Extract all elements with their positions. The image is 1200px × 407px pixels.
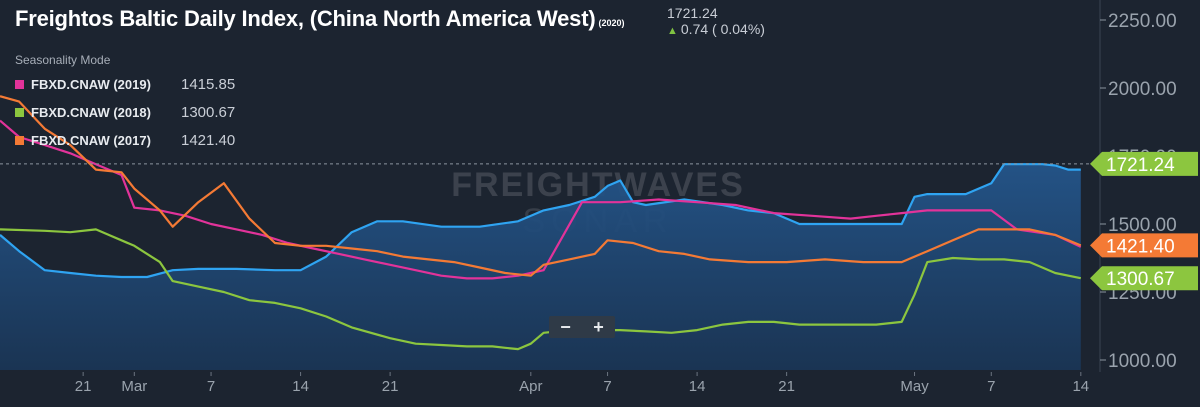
x-tick-label: Mar: [121, 378, 147, 395]
legend: FBXD.CNAW (2019) 1415.85 FBXD.CNAW (2018…: [15, 70, 235, 154]
legend-name: FBXD.CNAW (2018): [31, 104, 151, 120]
x-tick-label: May: [900, 378, 929, 395]
end-value-tag: [1090, 266, 1198, 291]
current-value: 1721.24: [667, 5, 718, 21]
y-tick-label: 2250.00: [1108, 11, 1177, 32]
x-tick-label: 21: [382, 378, 399, 395]
end-value-label: 1421.40: [1106, 236, 1175, 257]
zoom-out-button[interactable]: −: [560, 317, 571, 337]
end-value-label: 1721.24: [1106, 155, 1175, 176]
x-tick-label: 7: [207, 378, 215, 395]
chart-title: Freightos Baltic Daily Index, (China Nor…: [15, 6, 596, 31]
x-tick-label: Apr: [519, 378, 542, 395]
series-line-fbxd-cnaw-2019-: [0, 119, 1082, 280]
series-line-fbxd-cnaw-2017-: [0, 95, 1082, 277]
legend-value: 1300.67: [181, 103, 236, 121]
x-tick-label: 14: [1072, 378, 1089, 395]
x-tick-label: 14: [292, 378, 309, 395]
legend-item-2017[interactable]: FBXD.CNAW (2017) 1421.40: [15, 126, 235, 154]
end-value-tag: [1090, 151, 1198, 176]
legend-item-2019[interactable]: FBXD.CNAW (2019) 1415.85: [15, 70, 235, 98]
legend-name: FBXD.CNAW (2017): [31, 132, 151, 148]
end-value-label: 1300.67: [1106, 269, 1175, 290]
series-line-2020: [0, 163, 1081, 279]
x-tick-label: 14: [689, 378, 706, 395]
up-arrow-icon: ▲: [667, 25, 678, 37]
x-tick-label: 21: [778, 378, 795, 395]
legend-name: FBXD.CNAW (2019): [31, 76, 151, 92]
seasonality-mode-label: Seasonality Mode: [15, 53, 111, 67]
chart-header: Freightos Baltic Daily Index, (China Nor…: [15, 6, 625, 32]
legend-item-2018[interactable]: FBXD.CNAW (2018) 1300.67: [15, 98, 235, 126]
y-tick-label: 1500.00: [1108, 215, 1177, 236]
series-line-fbxd-cnaw-2018-: [0, 228, 1082, 351]
legend-swatch-2019: [15, 79, 24, 89]
legend-swatch-2017: [15, 135, 24, 145]
change-text: 0.74 ( 0.04%): [680, 21, 765, 37]
x-tick-label: 7: [603, 378, 611, 395]
title-year: (2020): [598, 18, 625, 28]
legend-value: 1421.40: [181, 131, 236, 149]
end-value-tag: [1090, 233, 1198, 258]
zoom-control: − +: [549, 316, 615, 338]
legend-swatch-2018: [15, 107, 24, 117]
current-change: ▲ 0.74 ( 0.04%): [667, 21, 765, 37]
current-readout: 1721.24 ▲ 0.74 ( 0.04%): [667, 5, 765, 37]
y-tick-label: 2000.00: [1108, 79, 1177, 100]
zoom-in-button[interactable]: +: [593, 317, 604, 337]
x-tick-label: 7: [987, 378, 995, 395]
x-tick-label: 21: [75, 378, 92, 395]
legend-value: 1415.85: [181, 75, 236, 93]
y-tick-label: 1000.00: [1108, 351, 1177, 372]
